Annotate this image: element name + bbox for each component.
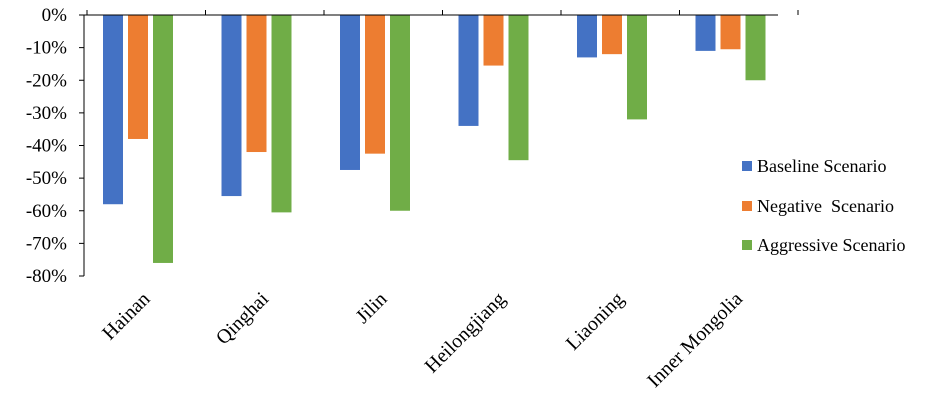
bar-jilin-series-1	[365, 15, 385, 154]
legend-label: Baseline Scenario	[757, 156, 886, 176]
bar-hainan-series-0	[103, 15, 123, 205]
bar-liaoning-series-2	[627, 15, 647, 120]
y-tick-label: -80%	[26, 266, 67, 287]
y-tick-label: -10%	[26, 38, 67, 59]
x-tick-labels: Hainan Qinghai Jilin Heilongjiang Liaoning In…	[98, 288, 747, 392]
legend-label: Aggressive Scenario	[757, 235, 905, 255]
bar-qinghai-series-0	[221, 15, 242, 197]
bar-heilongjiang-series-2	[508, 15, 529, 161]
bar-qinghai-series-2	[271, 15, 292, 213]
bar-inner-mongolia-series-2	[745, 15, 766, 81]
x-tick-label: Jilin	[352, 288, 392, 328]
x-tick-label: Inner Mongolia	[643, 288, 747, 392]
bar-jilin-series-2	[390, 15, 410, 211]
bar-heilongjiang-series-1	[483, 15, 504, 66]
y-tick-label: -40%	[26, 136, 67, 157]
bar-inner-mongolia-series-1	[720, 15, 741, 50]
bar-inner-mongolia-series-0	[695, 15, 716, 51]
x-tick-label: Liaoning	[562, 288, 629, 355]
bar-heilongjiang-series-0	[458, 15, 479, 126]
y-tick-label: -60%	[26, 201, 67, 222]
legend-swatch	[742, 201, 752, 211]
bar-qinghai-series-1	[246, 15, 267, 153]
x-tick-label: Qinghai	[212, 288, 273, 349]
bar-hainan-series-2	[153, 15, 173, 263]
legend: Baseline Scenario Negative Scenario Aggres…	[742, 156, 905, 255]
y-tick-label: -50%	[26, 168, 67, 189]
bars-group	[103, 15, 766, 263]
y-tick-label: -70%	[26, 233, 67, 254]
legend-label: Negative Scenario	[757, 196, 894, 216]
x-tick-label: Heilongjiang	[421, 288, 510, 377]
bar-liaoning-series-0	[577, 15, 597, 58]
y-tick-label: -20%	[26, 70, 67, 91]
bar-hainan-series-1	[128, 15, 148, 139]
y-ticks: 0% -10% -20% -30% -40% -50% -60% -70% -80%	[26, 5, 799, 287]
y-tick-label: -30%	[26, 103, 67, 124]
legend-swatch	[742, 161, 752, 171]
y-tick-label: 0%	[42, 5, 68, 26]
legend-swatch	[742, 240, 752, 250]
x-tick-label: Hainan	[98, 288, 154, 344]
bar-jilin-series-0	[340, 15, 360, 170]
bar-liaoning-series-1	[602, 15, 622, 55]
